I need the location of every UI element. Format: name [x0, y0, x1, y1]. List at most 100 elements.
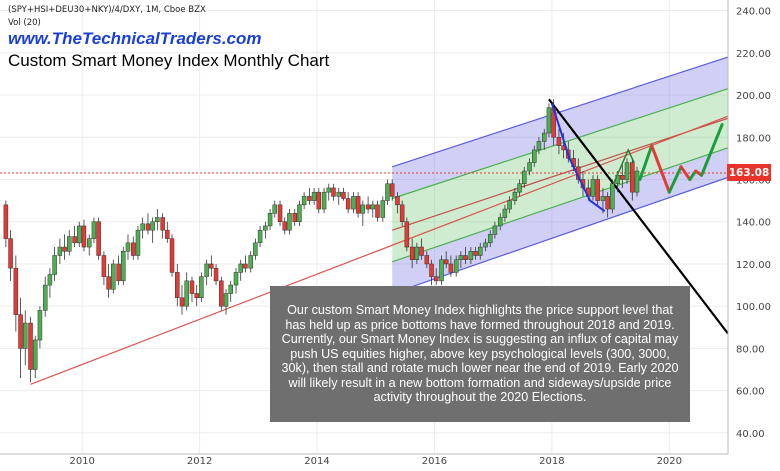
candle [630, 158, 635, 201]
candle-body [135, 229, 141, 256]
candle-body [439, 259, 444, 282]
channel-line [391, 176, 729, 295]
candle-body [77, 225, 82, 244]
candle [131, 236, 136, 260]
candle [37, 306, 43, 349]
candle-body [424, 255, 430, 265]
candle-body [620, 175, 625, 180]
candle [169, 234, 175, 277]
candle [345, 192, 351, 214]
candle-body [257, 229, 263, 244]
y-tick-label: 60.00 [736, 387, 765, 398]
candle-body [414, 246, 420, 260]
candle [595, 175, 600, 205]
x-axis-panel [0, 454, 780, 466]
channel-layer [391, 56, 729, 295]
candle [194, 285, 199, 307]
candle-body [72, 236, 77, 244]
y-tick-label: 220.00 [736, 49, 771, 60]
candle [341, 187, 346, 201]
candle [321, 187, 327, 214]
projection-segment [650, 144, 671, 194]
candle [86, 234, 92, 256]
candle-body [253, 242, 258, 256]
candle-body [8, 238, 13, 269]
symbol-label: (SPY+HSI+DEU30+NKY)/4/DXY, 1M, Cboe BZX [8, 5, 206, 15]
annotation-box: Our custom Smart Money Index highlights … [270, 286, 690, 422]
candle [204, 259, 209, 286]
candle [179, 285, 185, 315]
candle-body [380, 200, 386, 218]
candle-body [389, 183, 395, 197]
candle-body [590, 179, 596, 197]
candle-body [365, 204, 371, 210]
candle-body [443, 259, 449, 265]
candle-body [311, 191, 317, 201]
candle [326, 183, 332, 201]
candle [433, 268, 439, 286]
candle-body [605, 196, 610, 210]
candle-body [502, 208, 508, 218]
last-price-tag: 163.08 [727, 164, 771, 181]
candle-body [595, 179, 600, 201]
candle [453, 255, 459, 277]
candle-body [47, 274, 53, 286]
candle-body [96, 221, 101, 256]
candle [199, 272, 204, 302]
candle [106, 263, 111, 298]
candle-body [345, 198, 351, 210]
candle [52, 247, 57, 281]
candle [483, 238, 488, 252]
candle [517, 179, 522, 197]
candle [140, 217, 145, 239]
candle [556, 128, 562, 155]
y-tick-label: 140.00 [736, 218, 771, 229]
projection-segment [667, 165, 683, 194]
candle [301, 192, 307, 210]
candle [443, 251, 449, 269]
candle-body [419, 246, 424, 256]
candle-body [42, 284, 48, 311]
candle [541, 128, 547, 150]
candle-body [522, 170, 527, 184]
candle-body [101, 255, 107, 277]
candle-body [13, 267, 19, 315]
candle [297, 200, 302, 226]
candle [272, 200, 278, 218]
candle [634, 166, 640, 197]
candle [243, 255, 248, 273]
candle [91, 217, 97, 243]
candle [282, 217, 287, 235]
candle-body [483, 242, 488, 248]
candle-body [32, 339, 38, 370]
candle [263, 221, 268, 239]
candle-body [213, 267, 219, 282]
candle-body [233, 272, 239, 286]
candle [492, 221, 498, 239]
y-tick-label: 40.00 [736, 429, 765, 440]
candle-body [52, 255, 57, 275]
candle [536, 137, 542, 155]
candle [96, 217, 101, 260]
candle [502, 204, 508, 222]
candle-body [277, 204, 283, 222]
site-watermark: www.TheTechnicalTraders.com [8, 29, 262, 48]
candle-body [458, 255, 464, 260]
candle-body [189, 280, 195, 294]
candle [22, 310, 28, 366]
candle-body [125, 242, 131, 252]
candle [287, 209, 292, 235]
y-axis-panel [728, 0, 780, 466]
candle-body [487, 234, 493, 244]
candle-body [111, 263, 116, 290]
candle [209, 255, 214, 277]
candle-body [375, 204, 380, 218]
candles-layer [3, 99, 640, 383]
candle-body [238, 263, 243, 273]
candle [389, 179, 395, 201]
candle-body [145, 223, 151, 231]
candle-body [463, 255, 468, 260]
candle [307, 187, 312, 205]
